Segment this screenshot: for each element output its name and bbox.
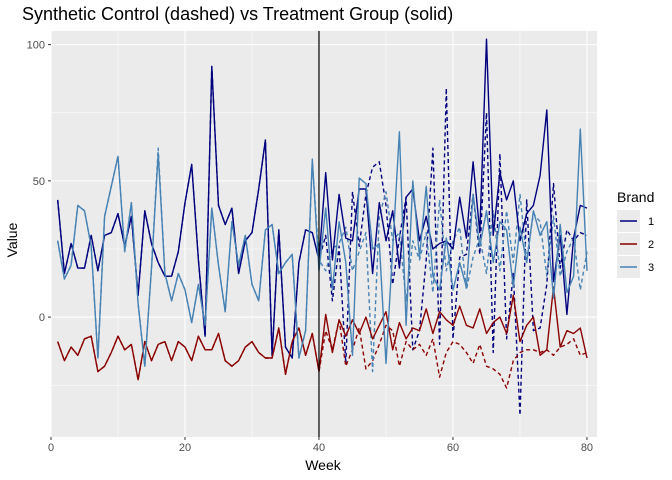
y-axis-label: Value: [4, 222, 20, 257]
x-tick-label: 0: [48, 442, 54, 454]
legend: Brand 1 2 3: [617, 189, 654, 278]
y-tick-label: 0: [39, 312, 45, 324]
series-1-actual-line: [57, 38, 588, 359]
series-2-synthetic-line: [57, 319, 588, 389]
legend-label-3: 3: [648, 262, 654, 274]
chart-title: Synthetic Control (dashed) vs Treatment …: [22, 4, 454, 24]
plot-panel: [51, 31, 597, 437]
x-tick-label: 40: [313, 442, 325, 454]
series-1-synthetic-line: [57, 65, 588, 416]
x-tick-label: 20: [179, 442, 191, 454]
legend-label-1: 1: [648, 216, 654, 228]
x-tick-label: 60: [447, 442, 459, 454]
legend-title: Brand: [617, 189, 654, 205]
x-tick-label: 80: [581, 442, 593, 454]
series-3-actual-line: [57, 128, 588, 367]
y-tick-label: 100: [27, 40, 45, 52]
y-tick-label: 50: [33, 176, 45, 188]
legend-label-2: 2: [648, 239, 654, 251]
x-axis-label: Week: [305, 457, 342, 473]
